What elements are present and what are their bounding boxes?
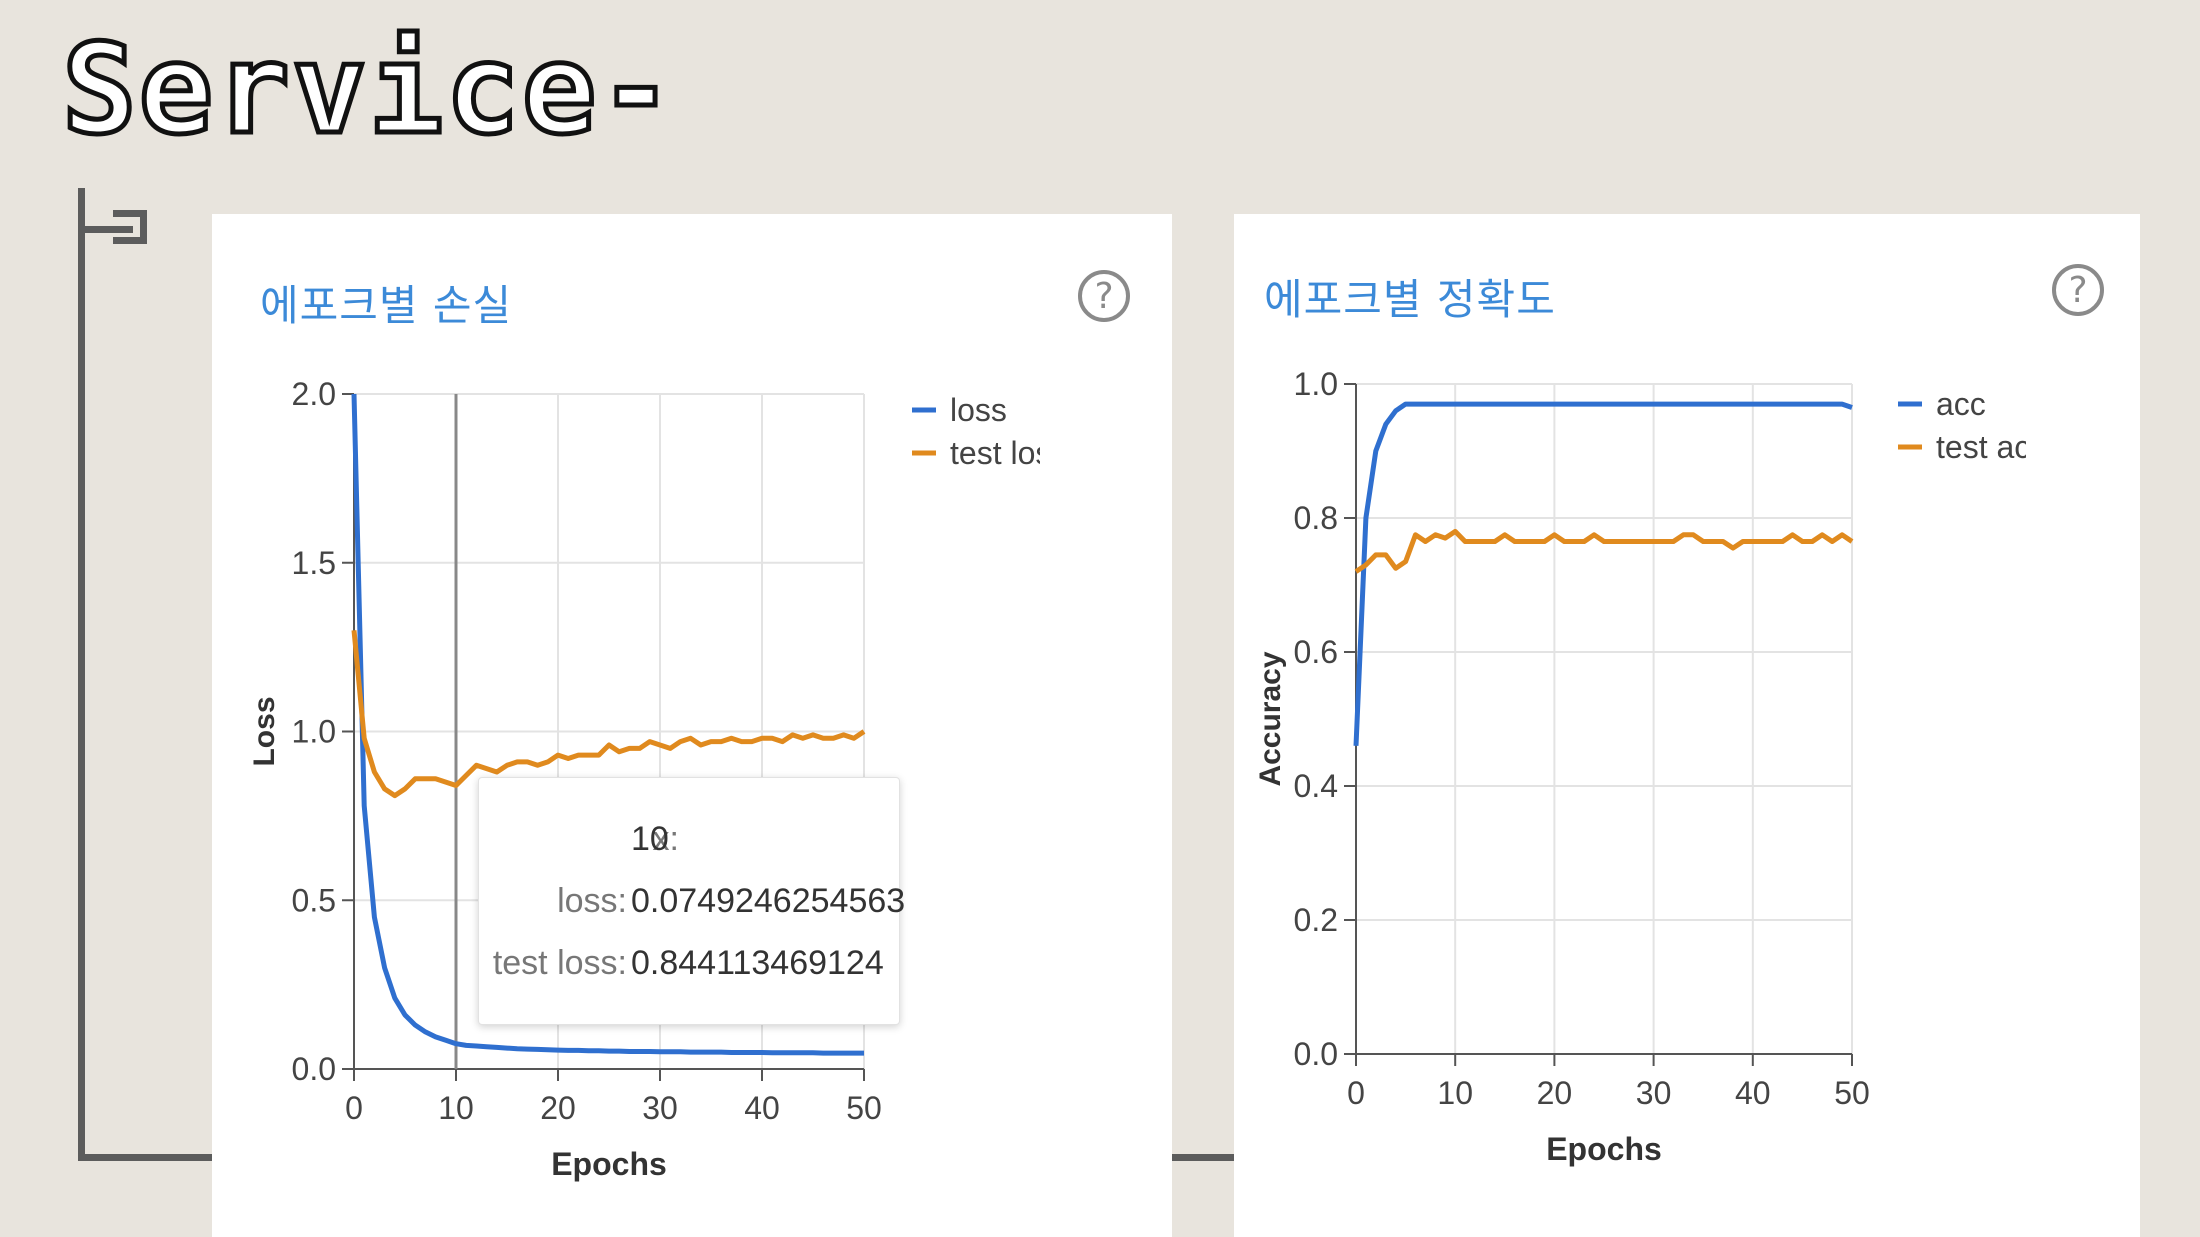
slide-title: Service- bbox=[59, 18, 676, 162]
y-tick-label: 1.0 bbox=[1294, 366, 1338, 402]
x-axis-label: Epochs bbox=[551, 1146, 667, 1182]
legend-label: test los bbox=[950, 435, 1051, 471]
legend-label: test acc bbox=[1936, 429, 2046, 465]
tooltip-x-row: x: bbox=[653, 820, 679, 859]
y-axis-label: Loss bbox=[248, 696, 281, 766]
x-tick-label: 10 bbox=[1437, 1075, 1473, 1111]
frame-bracket-icon bbox=[113, 210, 147, 244]
tooltip-test-value: 0.844113469124 bbox=[631, 944, 884, 982]
y-tick-label: 2.0 bbox=[292, 376, 336, 412]
y-tick-label: 0.8 bbox=[1294, 500, 1338, 536]
loss-panel: 에포크별 손실 ? 0 10 20 30 40 50 0.0 0.5 1.0 1.5 2.0 Epoc… bbox=[212, 214, 1172, 1237]
accuracy-chart[interactable]: 0 10 20 30 40 50 0.0 0.2 0.4 0.6 0.8 1.0 Epochs Accur… bbox=[1234, 214, 2140, 1237]
x-tick-label: 30 bbox=[642, 1090, 678, 1126]
x-tick-label: 0 bbox=[345, 1090, 363, 1126]
question-circle-icon[interactable]: ? bbox=[2052, 264, 2104, 316]
y-tick-label: 0.2 bbox=[1294, 902, 1338, 938]
x-tick-label: 50 bbox=[1834, 1075, 1870, 1111]
x-tick-label: 40 bbox=[1735, 1075, 1771, 1111]
frame-notch-h bbox=[85, 226, 133, 233]
x-tick-label: 20 bbox=[540, 1090, 576, 1126]
frame-left-line bbox=[78, 188, 85, 1161]
question-circle-icon[interactable]: ? bbox=[1078, 270, 1130, 322]
legend-label: loss bbox=[950, 392, 1007, 428]
tooltip-test-key: test loss: bbox=[492, 944, 627, 982]
loss-tooltip: x: 10 loss: 0.0749246254563 test loss: 0… bbox=[478, 777, 905, 1025]
x-tick-label: 20 bbox=[1537, 1075, 1573, 1111]
tooltip-x-label: x: bbox=[652, 820, 679, 858]
accuracy-chart-title: 에포크별 정확도 bbox=[1264, 275, 1556, 324]
legend-label: acc bbox=[1936, 386, 1986, 422]
y-tick-label: 0.0 bbox=[1294, 1036, 1338, 1072]
tooltip-x-value: 10 bbox=[631, 820, 669, 858]
x-axis-label: Epochs bbox=[1546, 1131, 1662, 1167]
loss-chart[interactable]: 0 10 20 30 40 50 0.0 0.5 1.0 1.5 2.0 Epochs Loss loss… bbox=[212, 214, 1172, 1237]
series-line-test-acc bbox=[1354, 528, 1854, 574]
y-tick-label: 1.5 bbox=[292, 545, 336, 581]
tooltip-loss-label: loss: bbox=[557, 882, 627, 921]
tooltip-loss-key: loss: bbox=[557, 882, 627, 920]
x-tick-label: 0 bbox=[1347, 1075, 1365, 1111]
loss-chart-title: 에포크별 손실 bbox=[260, 281, 513, 330]
tooltip-test-label: test loss: bbox=[493, 944, 627, 983]
x-tick-label: 40 bbox=[744, 1090, 780, 1126]
accuracy-panel: 에포크별 정확도 ? 0 10 20 30 40 50 0.0 0.2 0.4 0.6 0.8 1.0… bbox=[1234, 214, 2140, 1237]
tooltip-loss-value: 0.0749246254563 bbox=[631, 882, 906, 920]
series-line-acc bbox=[1353, 401, 1853, 746]
y-tick-label: 0.0 bbox=[292, 1051, 336, 1087]
frame-bottom-line-mid bbox=[1170, 1154, 1238, 1161]
y-tick-label: 0.5 bbox=[292, 882, 336, 918]
frame-bottom-line bbox=[78, 1154, 234, 1161]
x-tick-label: 50 bbox=[846, 1090, 882, 1126]
y-tick-label: 1.0 bbox=[292, 714, 336, 750]
x-tick-label: 10 bbox=[438, 1090, 474, 1126]
series-line-loss bbox=[351, 393, 864, 1056]
y-tick-label: 0.6 bbox=[1294, 634, 1338, 670]
series-line-test-loss bbox=[351, 630, 866, 799]
x-tick-label: 30 bbox=[1636, 1075, 1672, 1111]
y-tick-label: 0.4 bbox=[1294, 768, 1338, 804]
y-axis-label: Accuracy bbox=[1254, 651, 1287, 786]
